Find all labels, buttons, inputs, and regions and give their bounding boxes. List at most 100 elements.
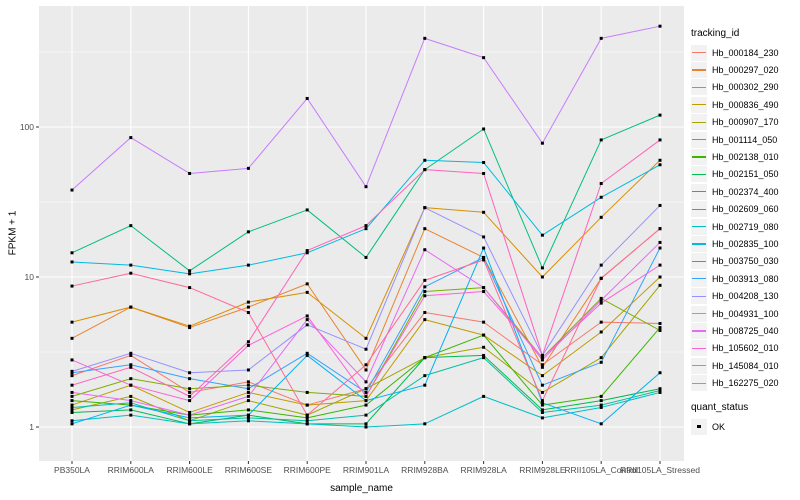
- data-point: [658, 321, 662, 325]
- legend-line-swatch: [692, 347, 706, 349]
- data-point: [305, 314, 309, 318]
- data-point: [658, 240, 662, 244]
- legend-item: Hb_008725_040: [691, 322, 799, 339]
- data-point: [246, 166, 250, 170]
- data-point: [540, 363, 544, 367]
- legend-color-key: [691, 270, 707, 287]
- legend-color-key: [691, 114, 707, 131]
- x-tick-label: RRIM600LA: [107, 465, 154, 475]
- data-point: [70, 408, 74, 412]
- legend-line-swatch: [692, 104, 706, 106]
- data-point: [658, 283, 662, 287]
- legend-color-key: [691, 201, 707, 218]
- data-point: [129, 136, 133, 140]
- legend-item: Hb_145084_010: [691, 357, 799, 374]
- data-point: [540, 403, 544, 407]
- x-tick-label: RRIM600LE: [166, 465, 213, 475]
- data-point: [482, 394, 486, 398]
- data-point: [599, 422, 603, 426]
- legend-item: Hb_004208_130: [691, 287, 799, 305]
- legend-item: Hb_000302_290: [691, 79, 799, 96]
- data-point: [305, 422, 309, 426]
- x-tick-label: PB350LA: [54, 465, 90, 475]
- data-point: [70, 358, 74, 362]
- legend-color-key: [691, 357, 707, 374]
- data-point: [70, 390, 74, 394]
- legend-item: Hb_003750_030: [691, 253, 799, 270]
- data-point: [246, 383, 250, 387]
- data-point: [188, 422, 192, 426]
- legend-item-label: Hb_145084_010: [712, 360, 779, 371]
- data-point: [599, 394, 603, 398]
- legend-item: Hb_002138_010: [691, 148, 799, 166]
- data-point: [482, 171, 486, 175]
- data-point: [658, 24, 662, 28]
- data-point: [246, 387, 250, 391]
- data-point: [188, 171, 192, 175]
- data-point: [188, 419, 192, 423]
- legend-line-swatch: [692, 139, 706, 141]
- data-point: [364, 347, 368, 351]
- data-point: [246, 230, 250, 234]
- data-point: [364, 422, 368, 426]
- data-point: [246, 343, 250, 347]
- data-point: [129, 383, 133, 387]
- data-point: [540, 374, 544, 378]
- data-point: [423, 278, 427, 282]
- data-point: [188, 387, 192, 391]
- data-point: [599, 356, 603, 360]
- legend-line-swatch: [692, 173, 706, 176]
- data-point: [305, 419, 309, 423]
- data-point: [364, 403, 368, 407]
- data-point: [246, 413, 250, 417]
- legend-item-label: Hb_002138_010: [712, 152, 779, 163]
- data-point: [129, 413, 133, 417]
- legend-item-label: Hb_000907_170: [712, 117, 779, 128]
- data-point: [482, 127, 486, 131]
- legend-item: Hb_002719_080: [691, 218, 799, 235]
- legend-color-key: [691, 253, 707, 270]
- legend-item-label: Hb_105602_010: [712, 343, 779, 354]
- data-point: [246, 394, 250, 398]
- data-point: [599, 301, 603, 305]
- data-point: [540, 233, 544, 237]
- data-point: [305, 413, 309, 417]
- data-point: [599, 276, 603, 280]
- quant-status-legend: quant_status OK: [691, 402, 799, 435]
- data-point: [540, 365, 544, 369]
- data-point: [305, 96, 309, 100]
- data-point: [599, 195, 603, 199]
- legend-color-key: [691, 62, 707, 79]
- data-point: [129, 401, 133, 405]
- data-point: [129, 377, 133, 381]
- data-point: [599, 36, 603, 40]
- legend-item-ok: OK: [691, 418, 799, 435]
- data-point: [246, 419, 250, 423]
- data-point: [423, 383, 427, 387]
- data-point: [246, 408, 250, 412]
- data-point: [70, 369, 74, 373]
- x-tick-label: RRIM928LA: [460, 465, 507, 475]
- legend-title-tracking-id: tracking_id: [691, 28, 740, 39]
- data-point: [658, 326, 662, 330]
- data-point: [540, 416, 544, 420]
- data-point: [129, 408, 133, 412]
- data-point: [129, 263, 133, 267]
- legend-line-swatch: [692, 330, 706, 332]
- data-point: [540, 275, 544, 279]
- data-point: [364, 380, 368, 384]
- data-point: [423, 422, 427, 426]
- legend-line-swatch: [692, 243, 706, 245]
- legend-item: Hb_105602_010: [691, 340, 799, 357]
- data-point: [423, 36, 427, 40]
- legend-item: Hb_000907_170: [691, 114, 799, 131]
- legend-item-label: Hb_004208_130: [712, 291, 779, 302]
- x-tick-label: RRIM600PE: [283, 465, 331, 475]
- legend-item-label: Hb_001114_050: [712, 134, 778, 145]
- data-point: [482, 320, 486, 324]
- y-tick-label: 100: [19, 122, 34, 132]
- legend-color-key: [691, 305, 707, 322]
- data-point: [305, 390, 309, 394]
- data-point: [658, 113, 662, 117]
